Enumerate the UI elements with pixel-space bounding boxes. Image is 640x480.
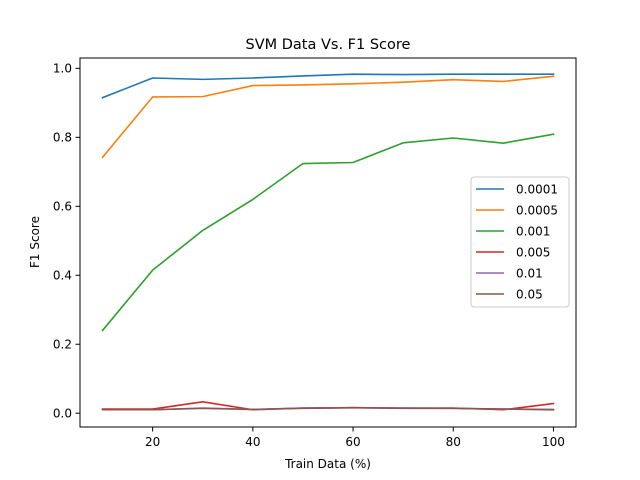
legend-label: 0.0001 [516, 182, 558, 196]
y-tick-label: 0.0 [53, 407, 72, 421]
legend-label: 0.001 [516, 224, 550, 238]
legend-label: 0.01 [516, 266, 543, 280]
x-axis-label: Train Data (%) [284, 457, 371, 471]
legend-label: 0.005 [516, 245, 550, 259]
y-tick-label: 0.4 [53, 269, 72, 283]
series-line-0-0005 [101, 75, 555, 159]
series-line-0-05 [101, 406, 555, 411]
y-tick-label: 0.2 [53, 338, 72, 352]
series-line-0-001 [101, 133, 555, 332]
legend: 0.0001 0.0005 0.001 0.005 0.01 0.05 [470, 176, 570, 308]
y-tick-label: 1.0 [53, 62, 72, 76]
plot-lines [101, 73, 555, 411]
series-line-0-0001 [101, 73, 555, 99]
y-tick-label: 0.6 [53, 200, 72, 214]
x-axis-ticks: 20 40 60 80 100 [145, 427, 565, 449]
x-tick-label: 100 [542, 435, 565, 449]
axes-frame [79, 57, 577, 428]
y-tick-label: 0.8 [53, 131, 72, 145]
x-tick-label: 60 [345, 435, 360, 449]
x-tick-label: 20 [145, 435, 160, 449]
x-tick-label: 40 [245, 435, 260, 449]
chart-title: SVM Data Vs. F1 Score [246, 37, 411, 53]
y-axis-ticks: 0.0 0.2 0.4 0.6 0.8 1.0 [53, 62, 80, 421]
legend-label: 0.0005 [516, 203, 558, 217]
y-axis-label: F1 Score [28, 216, 42, 268]
x-tick-label: 80 [446, 435, 461, 449]
legend-label: 0.05 [516, 287, 543, 301]
